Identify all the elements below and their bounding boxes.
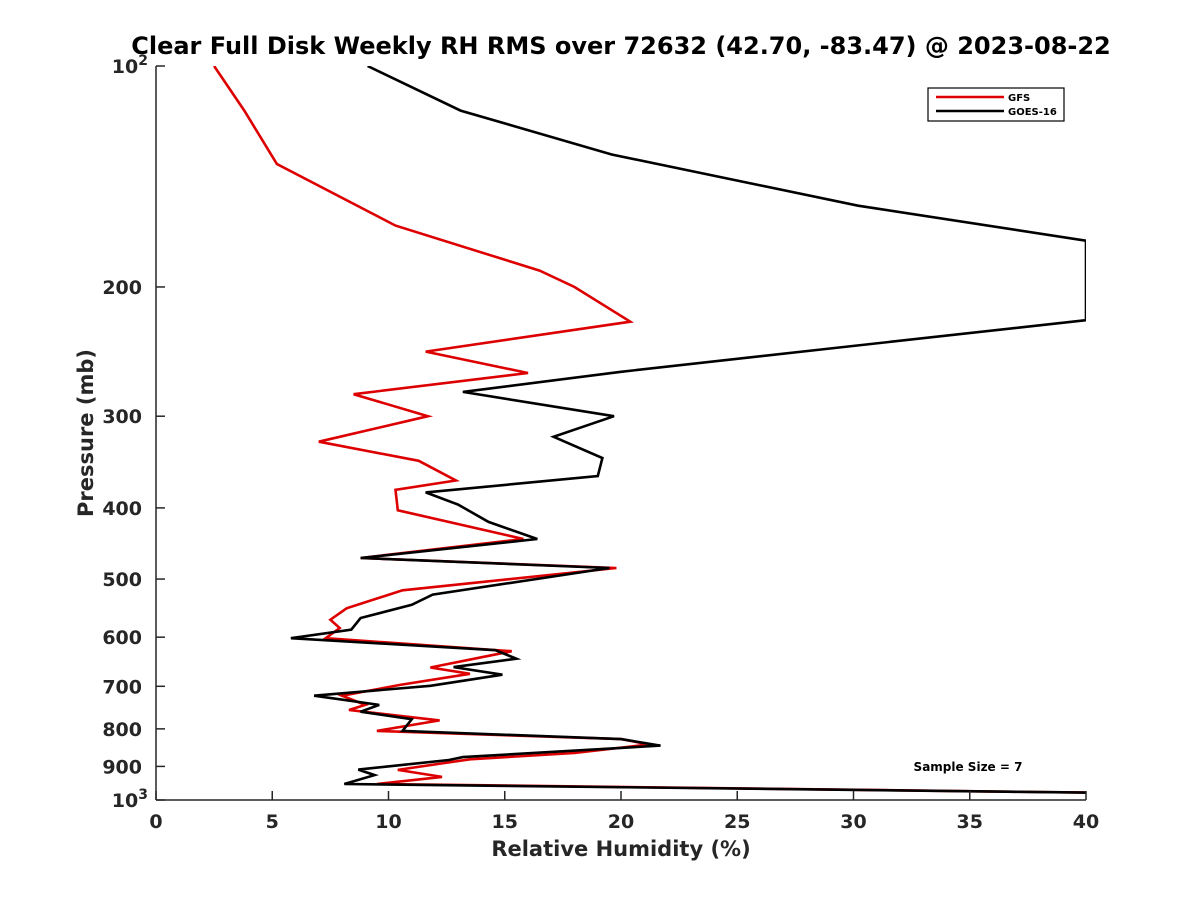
x-tick-label: 40 <box>1073 811 1099 833</box>
y-tick-label: 500 <box>102 569 142 591</box>
x-tick-label: 15 <box>492 811 518 833</box>
chart-title: Clear Full Disk Weekly RH RMS over 72632… <box>131 32 1111 60</box>
y-tick-label: 900 <box>102 756 142 778</box>
legend-label-gfs: GFS <box>1008 93 1030 104</box>
y-tick-label: 800 <box>102 719 142 741</box>
x-axis-label: Relative Humidity (%) <box>491 837 750 861</box>
legend-box <box>927 87 1065 122</box>
x-tick-label: 0 <box>149 811 162 833</box>
x-axis-ticks: 0 5 10 15 20 25 30 35 40 <box>149 791 1099 833</box>
series-line-gfs <box>213 66 1086 794</box>
x-tick-label: 30 <box>840 811 866 833</box>
legend: GFS GOES-16 <box>927 87 1065 122</box>
x-tick-label: 20 <box>608 811 634 833</box>
x-tick-label: 5 <box>266 811 279 833</box>
y-axis-ticks: 102 200 300 400 500 600 700 800 900 103 <box>102 53 165 812</box>
plot-area <box>155 66 1086 801</box>
y-axis-label: Pressure (mb) <box>74 349 98 517</box>
y-tick-label: 400 <box>102 498 142 520</box>
y-tick-label: 300 <box>102 406 142 428</box>
sample-size-annotation: Sample Size = 7 <box>914 760 1023 774</box>
x-tick-label: 25 <box>724 811 750 833</box>
series-line-goes16 <box>290 66 1086 794</box>
y-tick-label: 600 <box>102 627 142 649</box>
y-tick-label: 103 <box>112 787 148 812</box>
legend-label-goes16: GOES-16 <box>1008 107 1057 118</box>
y-tick-label: 102 <box>112 53 148 78</box>
x-tick-label: 10 <box>375 811 401 833</box>
y-tick-label: 700 <box>102 676 142 698</box>
y-tick-label: 200 <box>102 277 142 299</box>
x-tick-label: 35 <box>957 811 983 833</box>
